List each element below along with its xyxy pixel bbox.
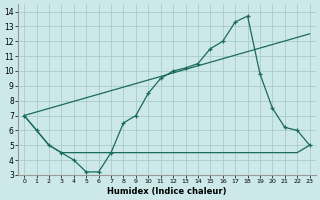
- X-axis label: Humidex (Indice chaleur): Humidex (Indice chaleur): [107, 187, 227, 196]
